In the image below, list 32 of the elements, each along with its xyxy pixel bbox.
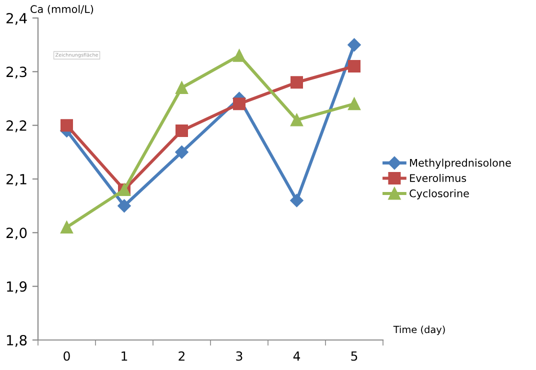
y-tick-label: 2,2 (6, 120, 26, 132)
y-tick-label: 1,8 (7, 334, 27, 347)
y-tick-label: 1,9 (7, 281, 27, 294)
point (176, 82, 188, 94)
x-tick-label: 2 (178, 351, 184, 361)
point (348, 38, 361, 52)
x-tick-label: 4 (293, 351, 300, 361)
y-axis-title: Ca (mmol/L) (30, 4, 94, 14)
point (290, 76, 303, 89)
legend-label: Methylprednisolone (410, 158, 511, 169)
point (348, 60, 360, 73)
point (290, 114, 303, 126)
point (60, 221, 73, 234)
legend-label: Cyclosorine (410, 189, 469, 200)
point (118, 199, 131, 212)
y-tick-label: 2,0 (6, 228, 27, 240)
y-tick-label: 2,3 (6, 66, 26, 79)
point (348, 98, 360, 110)
y-tick-label: 2,4 (6, 12, 27, 25)
x-tick-label: 5 (351, 351, 358, 361)
y-tick-label: 2,1 (6, 174, 26, 186)
point (233, 98, 246, 110)
x-tick-label: 0 (64, 351, 70, 361)
x-tick-label: 3 (236, 351, 242, 361)
x-axis-title: Time (day) (393, 326, 445, 336)
point (233, 49, 246, 62)
point (290, 194, 304, 208)
x-tick-label: 1 (122, 351, 128, 361)
legend-label: Everolimus (410, 174, 466, 182)
point (176, 124, 188, 137)
point (60, 119, 73, 132)
point (175, 146, 188, 159)
